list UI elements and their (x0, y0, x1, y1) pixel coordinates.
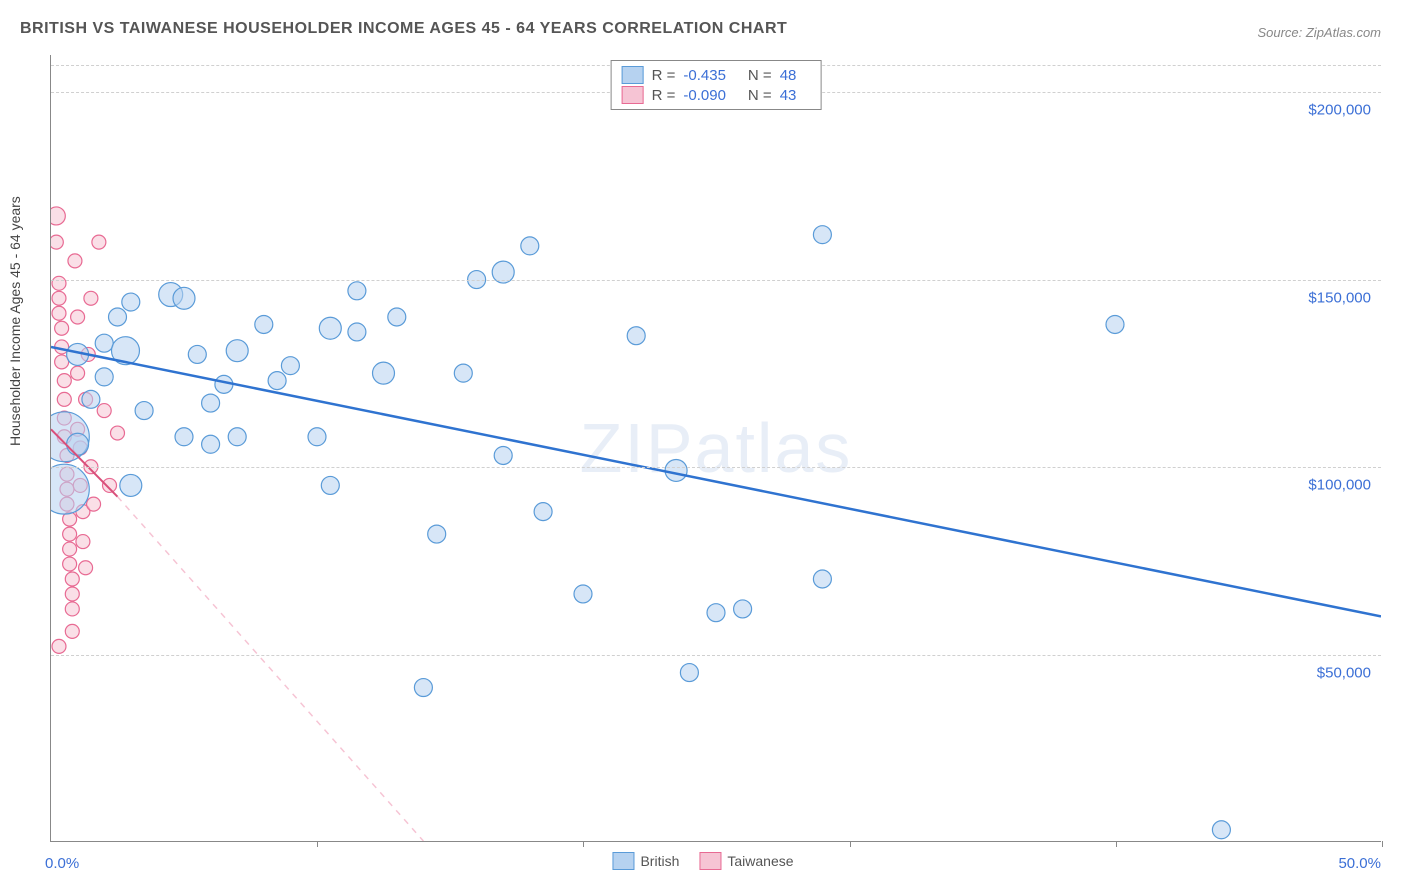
chart-title: BRITISH VS TAIWANESE HOUSEHOLDER INCOME … (20, 20, 787, 38)
y-axis-title: Householder Income Ages 45 - 64 years (7, 196, 23, 446)
legend-r-british: -0.435 (683, 67, 726, 84)
swatch-taiwanese (622, 86, 644, 104)
legend-n-taiwanese: 43 (780, 87, 797, 104)
chart-container: BRITISH VS TAIWANESE HOUSEHOLDER INCOME … (0, 0, 1406, 892)
legend-n-british: 48 (780, 67, 797, 84)
plot-area: ZIPatlas R = -0.435 N = 48 R = -0.090 N … (50, 55, 1381, 842)
x-axis-min-label: 0.0% (45, 855, 79, 872)
swatch-british (622, 66, 644, 84)
legend-item-british: British (612, 852, 679, 870)
y-tick-label: $200,000 (1308, 102, 1371, 119)
legend-label-british: British (640, 853, 679, 869)
swatch-taiwanese-icon (699, 852, 721, 870)
y-tick-label: $50,000 (1317, 664, 1371, 681)
legend-item-taiwanese: Taiwanese (699, 852, 793, 870)
legend-r-taiwanese: -0.090 (683, 87, 726, 104)
legend-label-taiwanese: Taiwanese (727, 853, 793, 869)
plot-svg (51, 55, 1381, 841)
y-tick-label: $150,000 (1308, 289, 1371, 306)
legend-n-label: N = (748, 67, 772, 84)
legend-n-label: N = (748, 87, 772, 104)
legend-r-label: R = (652, 67, 676, 84)
series-legend: British Taiwanese (612, 852, 793, 870)
legend-r-label: R = (652, 87, 676, 104)
x-axis-max-label: 50.0% (1338, 855, 1381, 872)
legend-row-taiwanese: R = -0.090 N = 43 (622, 85, 811, 105)
swatch-british-icon (612, 852, 634, 870)
y-tick-label: $100,000 (1308, 477, 1371, 494)
source-attribution: Source: ZipAtlas.com (1257, 25, 1381, 40)
correlation-legend: R = -0.435 N = 48 R = -0.090 N = 43 (611, 60, 822, 110)
legend-row-british: R = -0.435 N = 48 (622, 65, 811, 85)
